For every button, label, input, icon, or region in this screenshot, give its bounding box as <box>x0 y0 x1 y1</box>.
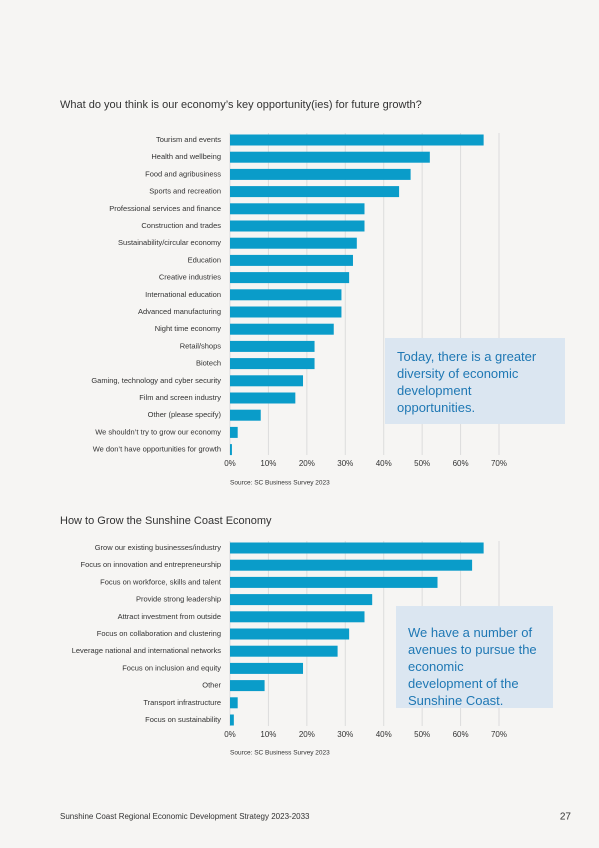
bar <box>230 340 315 352</box>
category-label: Night time economy <box>155 324 222 333</box>
category-label: We shouldn’t try to grow our economy <box>95 427 221 436</box>
bar <box>230 306 342 318</box>
bar <box>230 444 232 456</box>
bar <box>230 714 234 726</box>
chart-title: How to Grow the Sunshine Coast Economy <box>60 515 272 527</box>
category-label: Focus on collaboration and clustering <box>97 629 221 638</box>
bar <box>230 186 400 198</box>
bar <box>230 697 238 709</box>
x-tick-label: 30% <box>337 730 353 739</box>
bar <box>230 645 338 657</box>
bar <box>230 628 350 640</box>
category-label: Transport infrastructure <box>143 698 221 707</box>
category-label: Construction and trades <box>141 221 221 230</box>
bar <box>230 272 350 284</box>
x-tick-label: 0% <box>224 730 236 739</box>
bar <box>230 576 438 588</box>
x-tick-label: 10% <box>260 730 276 739</box>
category-label: Sports and recreation <box>149 187 221 196</box>
category-label: Sustainability/circular economy <box>118 238 221 247</box>
category-label: Creative industries <box>159 273 221 282</box>
bar <box>230 203 365 215</box>
category-label: Advanced manufacturing <box>138 307 221 316</box>
footer-text: Sunshine Coast Regional Economic Develop… <box>60 812 310 821</box>
x-tick-label: 70% <box>491 730 507 739</box>
category-label: Focus on sustainability <box>145 715 221 724</box>
category-label: Professional services and finance <box>109 204 221 213</box>
bar <box>230 254 353 266</box>
bar <box>230 409 261 421</box>
category-label: Retail/shops <box>180 341 222 350</box>
x-tick-label: 60% <box>453 730 469 739</box>
category-label: Other (please specify) <box>148 410 222 419</box>
x-tick-label: 70% <box>491 459 507 468</box>
category-label: Focus on innovation and entrepreneurship <box>80 560 221 569</box>
chart-title: What do you think is our economy’s key o… <box>60 99 422 111</box>
callout: Today, there is a greater diversity of e… <box>385 338 565 424</box>
category-label: Focus on inclusion and equity <box>122 663 221 672</box>
bar <box>230 662 304 674</box>
x-tick-label: 40% <box>376 459 392 468</box>
x-tick-label: 0% <box>224 459 236 468</box>
category-label: Tourism and events <box>156 135 221 144</box>
bar <box>230 289 342 301</box>
category-label: Focus on workforce, skills and talent <box>100 577 222 586</box>
category-label: Leverage national and international netw… <box>72 646 222 655</box>
x-tick-label: 60% <box>453 459 469 468</box>
category-label: Biotech <box>196 359 221 368</box>
callout: We have a number of avenues to pursue th… <box>396 606 553 708</box>
category-label: Gaming, technology and cyber security <box>91 376 221 385</box>
bar <box>230 680 265 692</box>
x-tick-label: 30% <box>337 459 353 468</box>
category-label: Education <box>188 255 221 264</box>
bar <box>230 237 357 249</box>
bar <box>230 426 238 438</box>
source: Source: SC Business Survey 2023 <box>230 750 330 757</box>
x-tick-label: 10% <box>260 459 276 468</box>
bar <box>230 168 411 180</box>
bar <box>230 220 365 232</box>
category-label: International education <box>145 290 221 299</box>
bar <box>230 358 315 370</box>
x-tick-label: 20% <box>299 730 315 739</box>
bar <box>230 559 473 571</box>
category-label: Provide strong leadership <box>136 595 221 604</box>
bar <box>230 134 484 146</box>
bar <box>230 594 373 606</box>
page-number: 27 <box>560 812 572 823</box>
x-tick-label: 50% <box>414 459 430 468</box>
category-label: Grow our existing businesses/industry <box>95 543 222 552</box>
bar <box>230 611 365 623</box>
category-label: We don’t have opportunities for growth <box>93 445 221 454</box>
bar <box>230 151 430 163</box>
category-label: Attract investment from outside <box>118 612 221 621</box>
bar <box>230 542 484 554</box>
category-label: Other <box>202 681 221 690</box>
category-label: Health and wellbeing <box>151 152 221 161</box>
bar <box>230 323 334 335</box>
source: Source: SC Business Survey 2023 <box>230 480 330 487</box>
bar <box>230 392 296 404</box>
x-tick-label: 50% <box>414 730 430 739</box>
category-label: Food and agribusiness <box>145 169 221 178</box>
x-tick-label: 20% <box>299 459 315 468</box>
category-label: Film and screen industry <box>139 393 221 402</box>
x-tick-label: 40% <box>376 730 392 739</box>
bar <box>230 375 304 387</box>
